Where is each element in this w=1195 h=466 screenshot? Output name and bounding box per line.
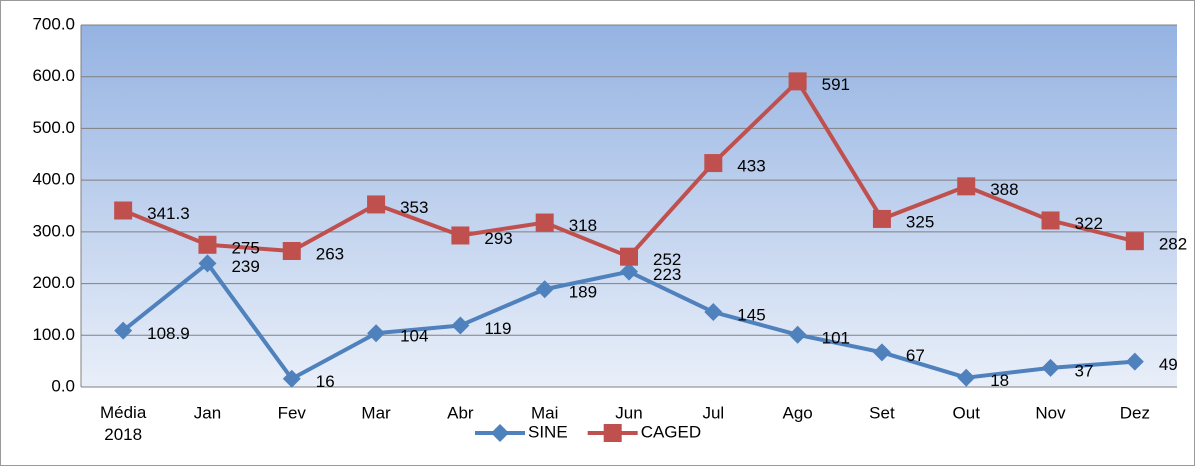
data-label: 433 <box>737 157 765 176</box>
x-tick-label: Abr <box>447 403 474 422</box>
data-label: 108.9 <box>147 324 190 343</box>
point <box>603 424 622 442</box>
data-label: 275 <box>231 238 259 257</box>
point <box>872 209 891 228</box>
point <box>788 72 807 91</box>
point <box>114 321 133 340</box>
data-label: 49 <box>1159 355 1178 374</box>
x-tick-label: Jan <box>194 403 221 422</box>
data-label: 318 <box>569 216 597 235</box>
point <box>367 195 386 214</box>
point <box>704 303 723 322</box>
point <box>1125 352 1144 371</box>
plot-area <box>81 25 1177 387</box>
data-label: 293 <box>484 229 512 248</box>
data-label: 353 <box>400 198 428 217</box>
data-label: 263 <box>316 244 344 263</box>
point <box>1041 358 1060 377</box>
data-label: 341.3 <box>147 204 190 223</box>
point <box>1125 232 1144 251</box>
y-tick-label: 0.0 <box>51 376 75 395</box>
point <box>535 280 554 299</box>
point <box>620 247 638 266</box>
data-label: 104 <box>400 327 428 346</box>
point <box>957 177 976 196</box>
data-label: 37 <box>1075 361 1094 380</box>
point <box>451 316 470 335</box>
x-tick-label: Fev <box>278 403 307 422</box>
point <box>957 368 976 387</box>
point <box>282 369 301 388</box>
legend-label: CAGED <box>641 422 701 441</box>
y-tick-label: 200.0 <box>32 273 75 292</box>
point <box>282 241 301 260</box>
x-tick-label: Jul <box>702 403 724 422</box>
x-tick-label: Média 2018 <box>100 403 147 444</box>
x-tick-label: Set <box>869 403 895 422</box>
point <box>198 235 217 254</box>
y-tick-label: 300.0 <box>32 221 75 240</box>
data-label: 67 <box>906 346 925 365</box>
point <box>704 154 723 173</box>
x-tick-label: Ago <box>782 403 812 422</box>
data-label: 101 <box>822 328 850 347</box>
data-label: 591 <box>822 75 850 94</box>
point <box>872 343 891 362</box>
data-label: 282 <box>1159 235 1187 254</box>
point <box>114 201 133 220</box>
data-label: 16 <box>316 372 335 391</box>
data-label: 322 <box>1075 214 1103 233</box>
y-tick-label: 400.0 <box>32 170 75 189</box>
y-tick-label: 500.0 <box>32 118 75 137</box>
y-tick-label: 100.0 <box>32 325 75 344</box>
x-tick-label: Nov <box>1035 403 1066 422</box>
point <box>491 424 509 442</box>
data-label: 223 <box>653 265 681 284</box>
point <box>1041 211 1060 230</box>
data-label: 388 <box>990 180 1018 199</box>
point <box>367 324 386 343</box>
x-tick-label: Mai <box>531 403 558 422</box>
data-label: 145 <box>737 305 765 324</box>
x-tick-label: Mar <box>361 403 391 422</box>
point <box>198 254 217 273</box>
x-tick-label: Dez <box>1120 403 1150 422</box>
legend-label: SINE <box>528 422 568 441</box>
point <box>451 226 470 245</box>
point <box>535 213 554 232</box>
y-tick-label: 600.0 <box>32 66 75 85</box>
x-tick-label: Out <box>953 403 981 422</box>
data-label: 239 <box>231 257 259 276</box>
point <box>788 325 807 344</box>
x-tick-label: Jun <box>615 403 642 422</box>
y-tick-label: 700.0 <box>32 14 75 33</box>
data-label: 119 <box>484 319 511 338</box>
point <box>620 262 638 281</box>
data-label: 252 <box>653 250 681 269</box>
data-label: 189 <box>569 283 597 302</box>
data-label: 325 <box>906 212 934 231</box>
data-label: 18 <box>990 371 1009 390</box>
